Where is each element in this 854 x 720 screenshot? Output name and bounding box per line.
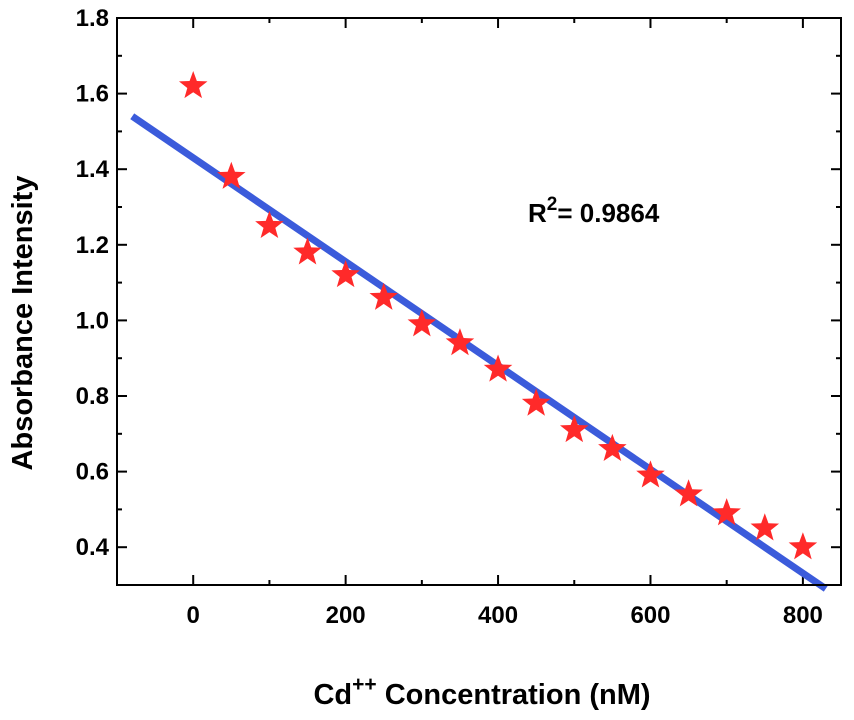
x-axis-title-base: Cd	[313, 679, 352, 711]
r-squared-value: = 0.9864	[557, 198, 659, 228]
data-point-star	[255, 210, 284, 239]
data-point-star	[331, 260, 360, 288]
fit-line	[130, 113, 828, 592]
y-tick-label: 0.8	[76, 383, 109, 410]
y-tick-label: 1.4	[76, 156, 110, 183]
data-point-star	[598, 433, 627, 462]
x-axis-title-sup: ++	[352, 673, 377, 696]
r-squared-base: R	[528, 198, 547, 228]
data-point-star	[636, 460, 665, 488]
r-squared-annotation: R2= 0.9864	[528, 194, 660, 228]
x-tick-label: 600	[630, 602, 670, 629]
x-axis-title-rest: Concentration (nM)	[377, 679, 651, 711]
data-point-star	[483, 354, 513, 382]
plot-frame	[116, 17, 842, 586]
x-tick-label: 0	[187, 602, 200, 629]
data-point-star	[445, 328, 475, 356]
data-point-star	[178, 71, 208, 99]
data-point-star	[788, 532, 818, 560]
x-tick-label: 400	[478, 602, 518, 629]
x-tick-label: 800	[783, 602, 823, 629]
data-point-star	[293, 237, 322, 265]
x-axis-title: Cd++ Concentration (nM)	[313, 673, 650, 711]
data-point-star	[369, 282, 398, 310]
y-tick-labels: 0.4 0.6 0.8 1.0 1.2 1.4 1.6 1.8	[76, 5, 110, 561]
data-point-star	[712, 498, 741, 526]
y-tick-label: 1.6	[76, 81, 109, 108]
y-tick-label: 1.2	[76, 232, 109, 259]
y-tick-label: 1.8	[76, 5, 109, 32]
data-points	[178, 71, 818, 560]
data-point-star	[674, 479, 703, 507]
x-tick-labels: 0 200 400 600 800	[187, 602, 823, 629]
data-point-star	[407, 309, 437, 337]
y-axis-title: Absorbance Intensity	[7, 176, 39, 471]
data-point-star	[521, 388, 551, 416]
data-point-star	[560, 415, 589, 443]
data-point-star	[217, 161, 246, 189]
r-squared-exponent: 2	[547, 194, 558, 215]
y-tick-label: 0.4	[76, 534, 110, 561]
y-tick-label: 1.0	[76, 307, 109, 334]
data-point-star	[750, 513, 780, 541]
tick-marks	[116, 17, 841, 586]
x-tick-label: 200	[326, 602, 366, 629]
y-tick-label: 0.6	[76, 459, 109, 486]
